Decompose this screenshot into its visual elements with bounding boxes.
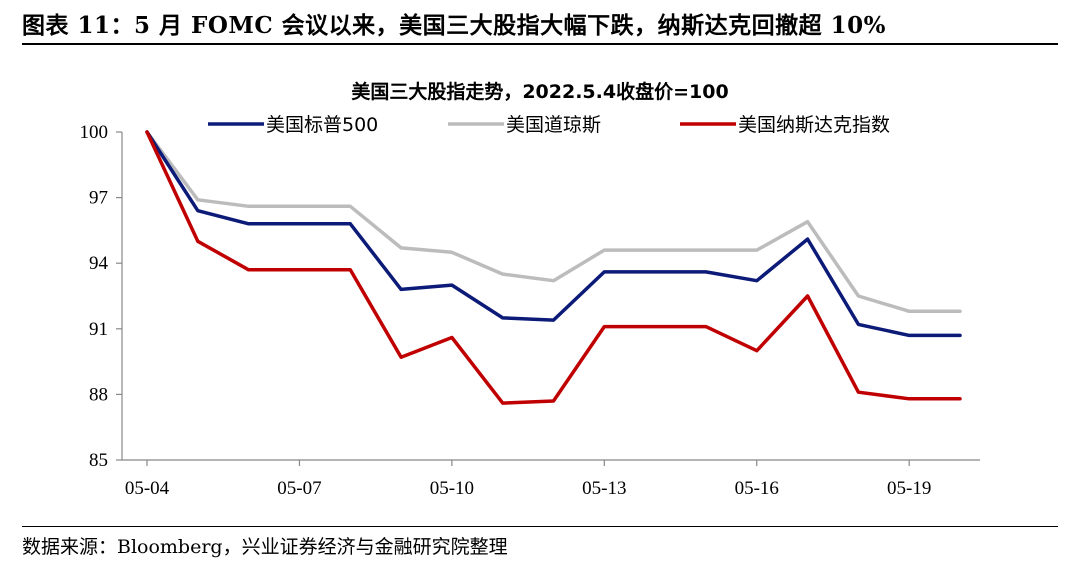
source-note: 数据来源：Bloomberg，兴业证券经济与金融研究院整理 [22,536,508,558]
y-tick-label: 85 [89,450,108,471]
x-tick-label: 05-07 [277,478,321,499]
series-line-2 [145,130,962,405]
series-line-1 [145,130,962,314]
title-rule [22,43,1058,45]
x-tick-label: 05-19 [887,478,931,499]
chart-title: 美国三大股指走势，2022.5.4收盘价=100 [351,80,728,103]
legend-label: 美国道琼斯 [506,114,601,136]
y-tick-label: 100 [80,122,109,143]
x-tick-label: 05-04 [125,478,170,499]
y-tick-label: 91 [89,319,108,340]
x-tick-label: 05-10 [430,478,474,499]
legend-label: 美国标普500 [266,114,378,136]
y-tick-label: 94 [89,253,109,274]
x-tick-label: 05-13 [582,478,626,499]
source-rule [22,526,1058,527]
legend-label: 美国纳斯达克指数 [738,114,890,136]
legend: 美国标普500 美国道琼斯 美国纳斯达克指数 [208,114,890,136]
y-tick-label: 88 [89,384,108,405]
x-tick-label: 05-16 [735,478,779,499]
series-line-0 [145,130,962,338]
y-tick-label: 97 [89,188,108,209]
figure-title: 图表 11：5 月 FOMC 会议以来，美国三大股指大幅下跌，纳斯达克回撤超 1… [22,12,887,39]
axes: 85 88 91 94 97 100 05-04 05-07 05-10 05-13 05-16 05… [80,122,980,499]
series-lines [145,130,962,405]
